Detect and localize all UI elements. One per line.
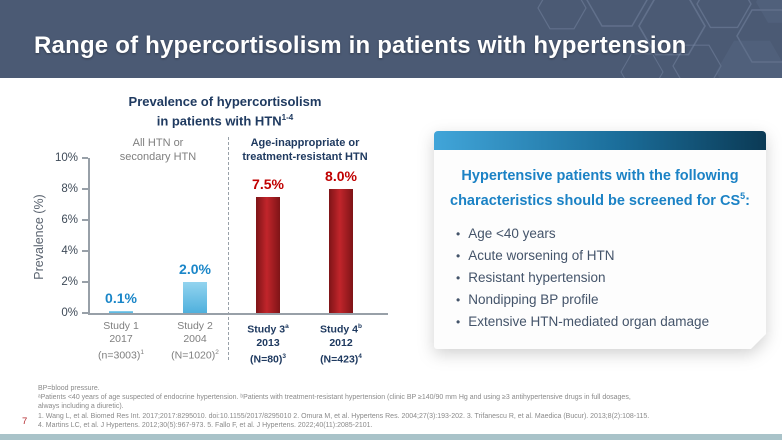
callout-heading: Hypertensive patients with the following… xyxy=(450,168,750,209)
screening-criteria-list: Age <40 years Acute worsening of HTN Res… xyxy=(434,223,766,333)
bar-value-label: 0.1% xyxy=(105,290,137,307)
list-item: Acute worsening of HTN xyxy=(456,245,766,267)
y-tick-label: 0% xyxy=(61,307,78,319)
y-tick-label: 10% xyxy=(54,152,78,164)
footnotes: BP=blood pressure. ᵃPatients <40 years o… xyxy=(38,384,758,430)
x-axis-line xyxy=(88,313,388,315)
screening-callout: Hypertensive patients with the following… xyxy=(434,131,766,349)
footer-accent-bar xyxy=(0,434,782,440)
footnote-line: 1. Wang L, et al. Biomed Res Int. 2017;2… xyxy=(38,412,650,420)
footnote-line: BP=blood pressure. xyxy=(38,385,100,392)
y-tick-mark xyxy=(82,219,88,221)
callout-accent-bar xyxy=(434,131,766,150)
y-tick-mark xyxy=(82,312,88,314)
x-axis-label-3: Study 3a 2013 (N=80)3 xyxy=(247,323,289,365)
chart-title-line1: Prevalence of hypercortisolism xyxy=(128,94,322,109)
y-tick-mark xyxy=(82,188,88,190)
y-axis-title: Prevalence (%) xyxy=(32,194,46,280)
bar-value-label: 7.5% xyxy=(252,175,284,192)
x-axis-label-1: Study 1 2017 (n=3003)1 xyxy=(98,320,144,362)
callout-heading-superscript: 5 xyxy=(740,191,746,201)
list-item: Age <40 years xyxy=(456,223,766,245)
group-label-1: All HTN or secondary HTN xyxy=(119,137,197,163)
bar-2 xyxy=(183,282,207,313)
callout-body: Hypertensive patients with the following… xyxy=(434,150,766,349)
bar-value-label: 8.0% xyxy=(325,168,357,184)
bar-value-label: 2.0% xyxy=(179,261,211,277)
list-item: Extensive HTN-mediated organ damage xyxy=(456,311,766,333)
slide-title: Range of hypercortisolism in patients wi… xyxy=(34,32,687,59)
x-axis-label-4: Study 4b 2012 (N=423)4 xyxy=(320,323,362,365)
bar-4 xyxy=(329,189,353,313)
footnote-line: 4. Martins LC, et al. J Hypertens. 2012;… xyxy=(38,421,373,429)
y-tick-mark xyxy=(82,281,88,283)
list-item: Resistant hypertension xyxy=(456,267,766,289)
list-item: Nondipping BP profile xyxy=(456,289,766,311)
y-axis-line xyxy=(88,158,90,313)
chart-title-superscript: 1-4 xyxy=(281,112,294,122)
group-divider-dashed-line xyxy=(228,137,229,360)
footnote-line: ᵃPatients <40 years of age suspected of … xyxy=(38,394,631,402)
bar-1 xyxy=(109,311,133,313)
page-number: 7 xyxy=(22,416,28,427)
slide-header: Range of hypercortisolism in patients wi… xyxy=(0,0,782,78)
footnote-line: always including a diuretic). xyxy=(38,403,124,411)
bar-3 xyxy=(256,196,280,313)
chart-title: Prevalence of hypercortisolism in patien… xyxy=(75,94,375,128)
y-tick-mark xyxy=(82,250,88,252)
group-label-2: Age-inappropriate or treatment-resistant … xyxy=(242,137,368,163)
y-tick-mark xyxy=(82,157,88,159)
chart-title-line2: in patients with HTN1-4 xyxy=(156,112,294,128)
x-axis-label-2: Study 2 2004 (N=1020)2 xyxy=(171,320,219,362)
